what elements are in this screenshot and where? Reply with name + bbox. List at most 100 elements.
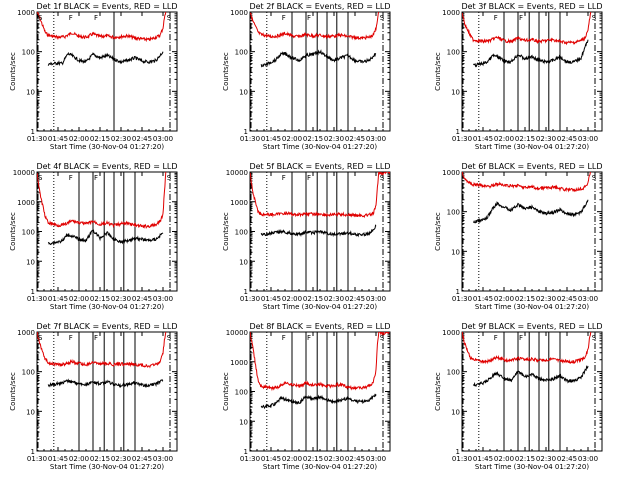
chart-panel-8: Det 8f BLACK = Events, RED = LLD 1 10 100 10… xyxy=(222,322,391,471)
x-tick-label: 01:30 xyxy=(452,135,472,143)
x-tick-label: 01:45 xyxy=(261,455,281,463)
flare-marker: F xyxy=(494,334,498,342)
x-axis-label: Start Time (30-Nov-04 01:27:20) xyxy=(263,303,377,311)
saa-marker: S xyxy=(167,334,172,342)
y-tick-label: 1 xyxy=(244,448,248,456)
plot-frame xyxy=(461,331,603,452)
y-tick-label: 10 xyxy=(26,408,35,416)
x-tick-label: 02:00 xyxy=(69,135,89,143)
x-tick-label: 01:30 xyxy=(27,455,47,463)
y-tick-label: 100 xyxy=(447,209,460,217)
chart-panel-7: Det 7f BLACK = Events, RED = LLD 1 10 100 10… xyxy=(9,322,178,471)
y-tick-label: 10 xyxy=(239,88,248,96)
x-tick-label: 01:30 xyxy=(27,135,47,143)
lld-series-line xyxy=(462,12,592,46)
chart-panel-9: Det 9f BLACK = Events, RED = LLD 1 10 100 10… xyxy=(434,322,603,471)
x-tick-label: 01:45 xyxy=(473,135,493,143)
events-series-line xyxy=(472,365,589,387)
x-tick-label: 03:00 xyxy=(578,455,598,463)
x-tick-label: 01:30 xyxy=(452,295,472,303)
saa-marker: S xyxy=(167,14,172,22)
x-axis-label: Start Time (30-Nov-04 01:27:20) xyxy=(50,463,164,471)
x-tick-label: 01:30 xyxy=(240,455,260,463)
x-axis-label: Start Time (30-Nov-04 01:27:20) xyxy=(263,463,377,471)
flare-marker: F xyxy=(519,334,523,342)
x-tick-label: 01:30 xyxy=(240,295,260,303)
x-tick-label: 02:15 xyxy=(303,295,323,303)
saa-marker: S xyxy=(380,334,385,342)
x-tick-label: 02:00 xyxy=(282,135,302,143)
saa-marker: S xyxy=(380,14,385,22)
x-tick-label: 01:45 xyxy=(261,135,281,143)
x-tick-label: 02:30 xyxy=(536,295,556,303)
x-tick-label: 02:15 xyxy=(303,455,323,463)
lld-series-line xyxy=(37,172,167,229)
y-tick-label: 10 xyxy=(451,248,460,256)
chart-title: Det 9f BLACK = Events, RED = LLD xyxy=(461,322,602,331)
lld-series-line xyxy=(250,172,390,219)
x-tick-label: 02:45 xyxy=(132,455,152,463)
x-axis-label: Start Time (30-Nov-04 01:27:20) xyxy=(50,303,164,311)
x-tick-label: 02:45 xyxy=(345,455,365,463)
y-tick-label: 1000 xyxy=(230,199,248,207)
saa-marker: S xyxy=(38,334,43,342)
chart-panel-6: Det 6f BLACK = Events, RED = LLD 1 10 100 10… xyxy=(434,162,603,311)
x-tick-label: 03:00 xyxy=(153,135,173,143)
x-tick-label: 02:30 xyxy=(111,455,131,463)
flare-marker: F xyxy=(494,14,498,22)
lld-series-line xyxy=(250,332,390,392)
y-tick-label: 100 xyxy=(235,389,248,397)
x-tick-label: 03:00 xyxy=(366,295,386,303)
saa-marker: S xyxy=(167,174,172,182)
y-tick-label: 1000 xyxy=(230,9,248,17)
x-axis-label: Start Time (30-Nov-04 01:27:20) xyxy=(475,303,589,311)
x-tick-label: 01:45 xyxy=(48,455,68,463)
y-axis-label: Counts/sec xyxy=(9,212,17,251)
flare-marker: F xyxy=(519,14,523,22)
y-tick-label: 10 xyxy=(239,258,248,266)
x-tick-label: 01:30 xyxy=(452,455,472,463)
plot-frame xyxy=(249,331,391,452)
y-tick-label: 1000 xyxy=(442,9,460,17)
x-axis-label: Start Time (30-Nov-04 01:27:20) xyxy=(475,463,589,471)
x-tick-label: 02:00 xyxy=(282,455,302,463)
chart-title: Det 8f BLACK = Events, RED = LLD xyxy=(249,322,390,331)
chart-title: Det 2f BLACK = Events, RED = LLD xyxy=(249,2,390,11)
x-tick-label: 02:30 xyxy=(324,135,344,143)
plot-frame xyxy=(249,11,391,132)
flare-marker: F xyxy=(282,334,286,342)
x-axis-label: Start Time (30-Nov-04 01:27:20) xyxy=(50,143,164,151)
y-axis-label: Counts/sec xyxy=(222,372,230,411)
y-tick-label: 100 xyxy=(447,49,460,57)
y-axis-label: Counts/sec xyxy=(9,52,17,91)
y-tick-label: 1000 xyxy=(17,9,35,17)
flare-marker: F xyxy=(69,174,73,182)
y-tick-label: 1000 xyxy=(230,359,248,367)
x-tick-label: 03:00 xyxy=(366,455,386,463)
events-series-line xyxy=(473,39,589,68)
x-tick-label: 02:45 xyxy=(557,455,577,463)
events-series-line xyxy=(260,49,377,68)
flare-marker: F xyxy=(94,174,98,182)
flare-marker: F xyxy=(94,14,98,22)
plot-frame xyxy=(36,11,178,132)
saa-marker: S xyxy=(38,14,43,22)
flare-marker: F xyxy=(94,334,98,342)
lld-series-line xyxy=(462,172,592,193)
events-series-line xyxy=(473,199,589,224)
x-tick-label: 02:15 xyxy=(90,135,110,143)
y-tick-label: 1000 xyxy=(442,169,460,177)
x-tick-label: 02:00 xyxy=(494,135,514,143)
flare-marker: F xyxy=(282,14,286,22)
chart-title: Det 5f BLACK = Events, RED = LLD xyxy=(249,162,390,171)
saa-marker: S xyxy=(592,14,597,22)
x-tick-label: 02:45 xyxy=(132,135,152,143)
flare-marker: F xyxy=(69,334,73,342)
lld-series-line xyxy=(37,332,167,369)
y-tick-label: 100 xyxy=(22,229,35,237)
saa-marker: S xyxy=(592,174,597,182)
x-tick-label: 01:45 xyxy=(48,295,68,303)
y-axis-label: Counts/sec xyxy=(434,52,442,91)
chart-panel-5: Det 5f BLACK = Events, RED = LLD 1 10 100 10… xyxy=(222,162,391,311)
events-series-line xyxy=(260,393,377,410)
